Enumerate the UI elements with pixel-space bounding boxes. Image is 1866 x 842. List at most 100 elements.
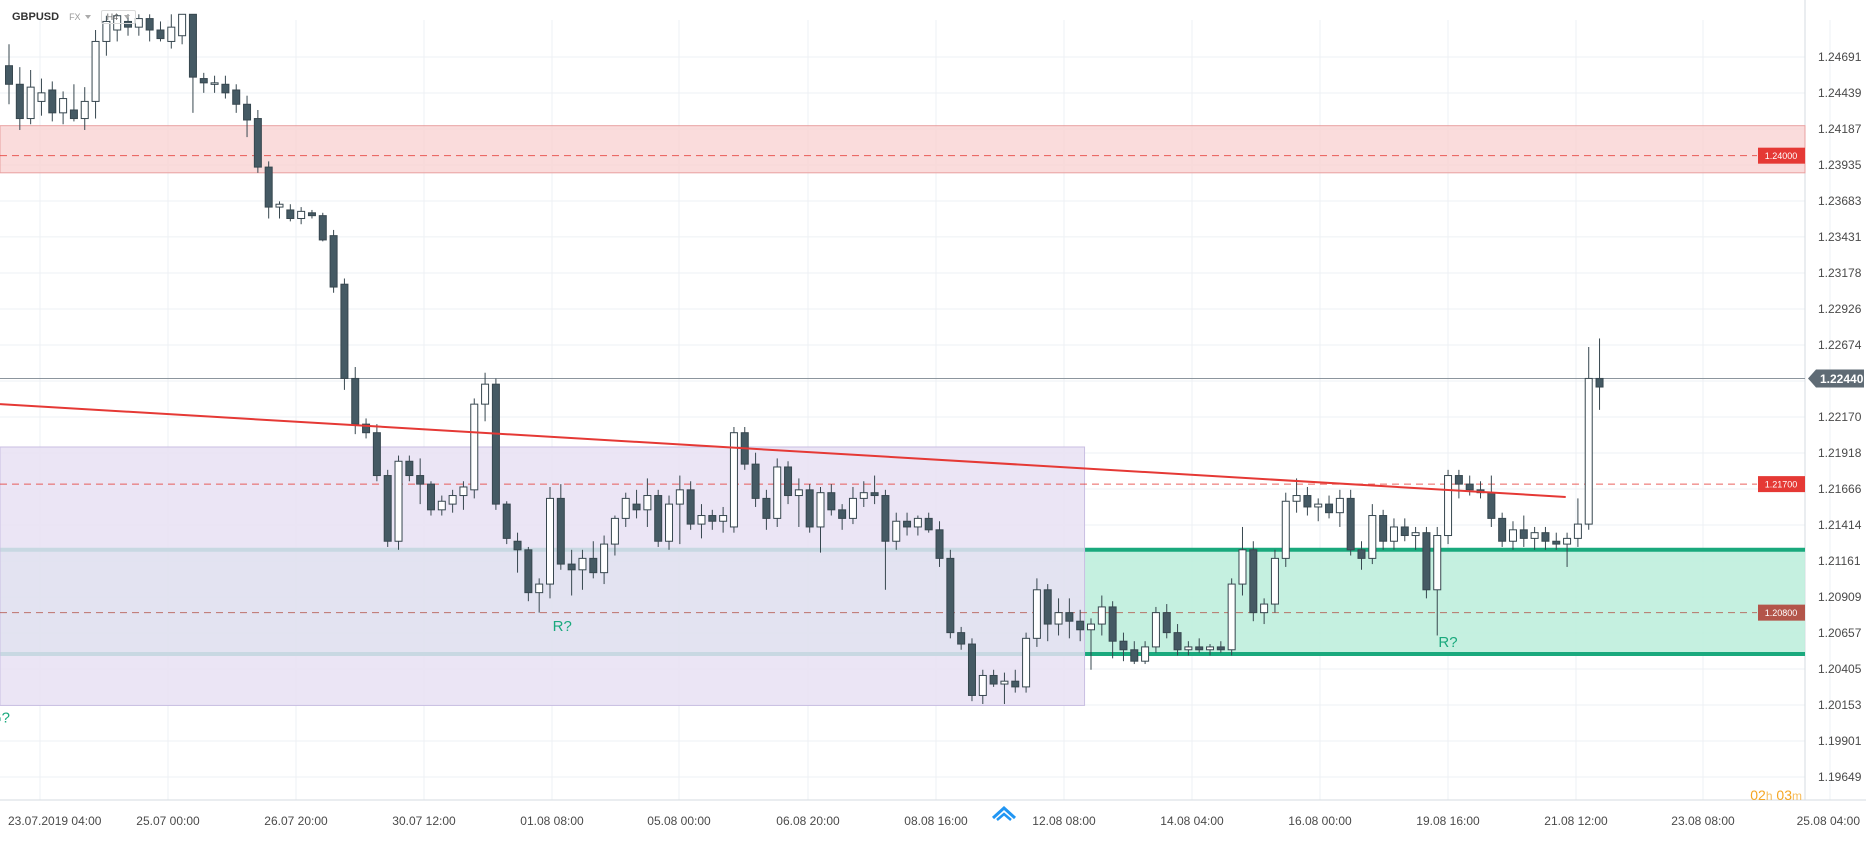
candle-bear [903, 520, 912, 528]
scroll-to-latest-icon[interactable] [991, 805, 1017, 821]
candle-bull [1151, 612, 1160, 648]
candle-bear [708, 515, 717, 522]
candle-bear [1065, 612, 1074, 622]
level-label: 1.24000 [1765, 151, 1798, 161]
x-tick-label: 25.08 04:00 [1797, 814, 1861, 828]
candle-bear [957, 632, 966, 645]
x-tick-label: 26.07 20:00 [264, 814, 328, 828]
candle-bull [37, 92, 46, 102]
candle-bear [1173, 632, 1182, 651]
trendline [0, 403, 1566, 498]
candle-bear [145, 18, 154, 31]
candle-bear [1346, 497, 1355, 551]
y-tick-label: 1.22674 [1818, 338, 1862, 352]
candle-bull [134, 18, 143, 28]
annotations: R? G? R? [0, 618, 1458, 726]
market-tag[interactable]: FX [69, 12, 91, 22]
level-label-box [1758, 604, 1805, 621]
countdown-hours-unit: h [1765, 789, 1773, 803]
candle-bear [838, 509, 847, 519]
candle-bear [286, 209, 295, 220]
candle-bull [535, 583, 544, 594]
candle-bear [416, 475, 425, 485]
countdown-minutes: 03 [1776, 787, 1792, 803]
y-tick-label: 1.20153 [1818, 698, 1862, 712]
y-tick-label: 1.24187 [1818, 122, 1862, 136]
timeframe-select[interactable]: H4 [100, 10, 137, 24]
candle-bear [502, 503, 511, 539]
candle-bear [383, 475, 392, 542]
candle-bear [1400, 526, 1409, 537]
resistance-zone [0, 125, 1806, 174]
candle-bull [546, 497, 554, 585]
countdown-hours: 02 [1750, 787, 1766, 803]
candle-bear [372, 432, 381, 477]
candle-bull [1184, 646, 1193, 651]
candle-countdown: 02h 03m [1750, 787, 1802, 803]
candle-bull [1444, 475, 1453, 537]
candle-bull [773, 466, 782, 519]
candle-bear [935, 529, 944, 559]
y-tick-label: 1.19649 [1818, 770, 1862, 784]
candle-bull [1032, 589, 1041, 639]
candle-bull [848, 497, 857, 519]
candle-bull [1584, 377, 1593, 525]
candle-bull [1238, 549, 1247, 585]
y-tick-label: 1.23935 [1818, 158, 1862, 172]
candle-bull [470, 403, 479, 491]
candle-bull [481, 383, 490, 405]
candle-bull [275, 203, 284, 208]
candle-bull [26, 86, 35, 120]
candle-bear [1303, 495, 1312, 508]
candle-bear [48, 89, 57, 114]
candle-bull [1508, 529, 1517, 542]
candle-bull [394, 460, 403, 542]
candle-bear [362, 423, 371, 434]
candle-bear [1216, 646, 1225, 651]
candle-bear [5, 65, 13, 85]
trendlines[interactable] [0, 403, 1566, 498]
candle-bull [1097, 606, 1106, 625]
candle-bear [1011, 680, 1020, 688]
candle-bull [102, 20, 111, 42]
candle-bull [1227, 583, 1236, 651]
candle-bear [1422, 532, 1431, 591]
candle-bull [1563, 537, 1572, 545]
candle-bear [686, 489, 695, 525]
candle-bear [632, 503, 641, 511]
annotation-label: R? [553, 618, 572, 635]
candle-bear [307, 212, 316, 217]
candle-bear [556, 497, 565, 565]
y-tick-label: 1.22170 [1818, 410, 1862, 424]
candle-bull [665, 503, 674, 542]
x-tick-label: 23.07.2019 04:00 [8, 814, 102, 828]
candle-bull [178, 13, 187, 37]
candle-bear [1076, 620, 1085, 631]
candle-bull [1270, 557, 1279, 605]
candle-bull [913, 517, 922, 528]
candle-bull [1054, 612, 1063, 625]
candle-bull [80, 100, 89, 120]
x-tick-label: 06.08 20:00 [776, 814, 840, 828]
candle-bear [1552, 540, 1561, 545]
candle-bear [1454, 475, 1463, 485]
x-tick-label: 30.07 12:00 [392, 814, 456, 828]
highlight-boxes [0, 446, 1086, 706]
candle-bull [1292, 495, 1301, 502]
candle-bear [654, 495, 663, 542]
symbol-label[interactable]: GBPUSD [12, 11, 60, 23]
candle-bear [989, 674, 998, 685]
candle-bull [1141, 646, 1150, 662]
candle-bull [578, 557, 587, 571]
candle-bull [697, 515, 706, 525]
y-tick-label: 1.23178 [1818, 266, 1862, 280]
highlight-box [0, 446, 1086, 706]
candle-bear [340, 283, 349, 379]
chart-header: GBPUSD FX H4 [12, 10, 137, 24]
candle-bear [1195, 646, 1204, 651]
candle-bear [405, 460, 414, 477]
candle-bear [188, 13, 197, 78]
candle-bear [491, 383, 500, 505]
